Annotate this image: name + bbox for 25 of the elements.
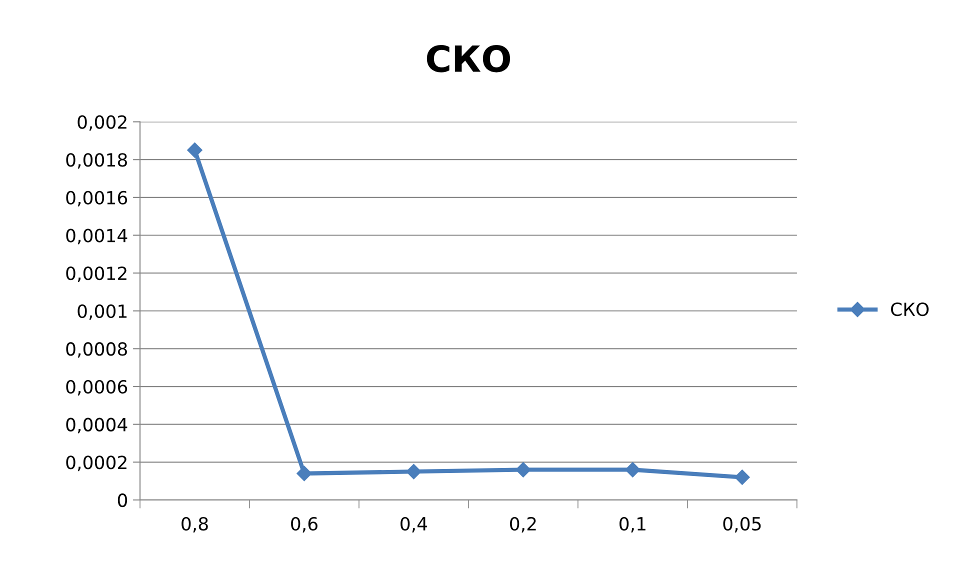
y-tick-label: 0,0014	[66, 228, 128, 244]
point	[296, 466, 312, 482]
x-tick-label: 0,6	[291, 516, 318, 532]
y-tick-label: 0,001	[78, 304, 127, 320]
chart-title: СКО	[426, 45, 510, 72]
point	[406, 464, 422, 480]
x-tick-label: 0,8	[182, 516, 208, 532]
y-tick-label: 0,002	[78, 115, 126, 131]
y-tick-label: 0,0008	[66, 342, 127, 358]
legend-label: СКО	[891, 302, 929, 316]
y-tick-label: 0,0006	[66, 380, 128, 396]
y-tick-label: 0,0016	[66, 190, 128, 206]
x-tick-label: 0,05	[723, 516, 761, 532]
y-tick-label: 0,0012	[66, 266, 126, 282]
y-tick-label: 0,0002	[66, 456, 126, 472]
y-tick-label: 0,0018	[66, 153, 127, 169]
point	[187, 142, 202, 158]
point	[625, 462, 640, 478]
x-tick-label: 0,2	[510, 516, 536, 532]
y-tick-label: 0,0004	[66, 418, 128, 434]
y-tick-label: 0	[118, 493, 128, 508]
point	[516, 462, 531, 478]
x-tick-label: 0,4	[400, 516, 428, 532]
point	[734, 470, 750, 485]
x-tick-label: 0,1	[620, 516, 646, 532]
